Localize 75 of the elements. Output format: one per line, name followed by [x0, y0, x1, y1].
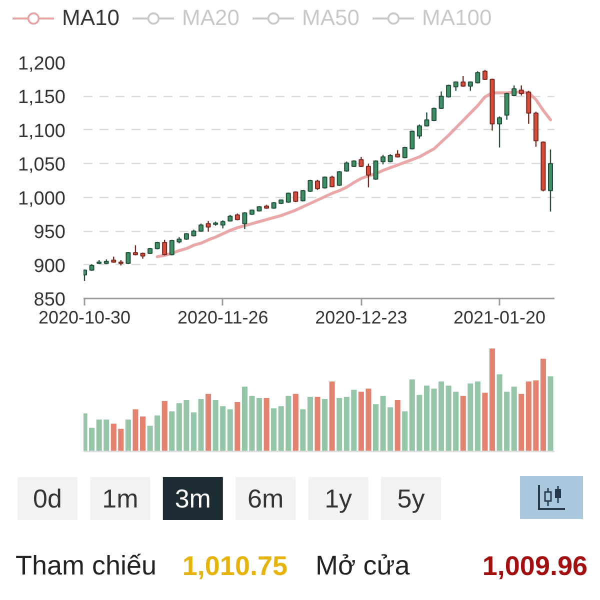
bar	[511, 386, 517, 452]
candlestick	[416, 124, 422, 140]
bar	[322, 398, 328, 452]
candlestick	[497, 116, 502, 148]
bar	[300, 409, 306, 452]
candlestick	[373, 160, 378, 180]
y-tick-label: 1,200	[18, 54, 66, 74]
candlestick	[410, 130, 415, 150]
bar	[329, 381, 335, 452]
y-tick-label: 1,150	[18, 87, 66, 108]
bar	[394, 400, 400, 452]
bar	[125, 420, 131, 452]
bar	[482, 392, 488, 452]
candlestick	[242, 212, 248, 230]
bar	[292, 394, 298, 452]
candlestick	[132, 244, 138, 256]
bar	[162, 401, 168, 452]
bar	[336, 398, 342, 452]
text: 0d	[33, 484, 62, 514]
candlestick	[432, 107, 437, 122]
candlestick	[206, 220, 211, 232]
y-tick-label: 850	[34, 290, 66, 310]
text: 6m	[248, 484, 284, 514]
y-tick-label: 900	[34, 256, 66, 277]
text: Tham chiếu	[16, 550, 157, 580]
bar	[256, 398, 262, 452]
candlestick	[380, 154, 386, 165]
candlestick	[438, 90, 444, 110]
y-tick-label: 1,100	[18, 120, 66, 142]
candlestick	[460, 75, 466, 88]
candlestick	[162, 239, 168, 256]
candlestick	[518, 84, 524, 96]
text: 1,010.75	[182, 551, 288, 581]
candlestick	[366, 163, 371, 188]
bar	[372, 404, 379, 452]
bar	[271, 408, 277, 452]
candlestick	[424, 112, 430, 128]
candlestick	[286, 192, 291, 204]
bar	[264, 398, 270, 452]
candlestick	[84, 268, 88, 282]
bar	[518, 394, 524, 452]
bar	[402, 411, 408, 452]
candlestick	[169, 239, 174, 256]
bar	[460, 396, 466, 452]
y-tick-label: 950	[34, 222, 66, 244]
candlestick	[315, 179, 320, 191]
candlestick	[526, 90, 532, 124]
x-tick-label: 2021-01-20	[453, 308, 546, 328]
bar	[548, 376, 554, 452]
x-tick-label: 2020-10-30	[38, 308, 131, 328]
bar	[314, 396, 320, 452]
candlestick	[504, 92, 510, 120]
text: 5y	[397, 484, 425, 514]
bar	[234, 402, 240, 452]
bar	[307, 396, 313, 452]
bar	[169, 411, 175, 452]
bar	[540, 358, 546, 452]
text: 1m	[102, 484, 138, 514]
y-tick-label: 1,000	[18, 188, 66, 210]
candlestick	[308, 179, 313, 193]
bar	[489, 348, 496, 452]
text: 3m	[174, 484, 211, 514]
text: Mở cửa	[316, 550, 411, 580]
bar	[227, 409, 233, 452]
text: 1y	[324, 484, 352, 514]
candlestick	[336, 170, 342, 186]
bar	[474, 381, 480, 452]
text: 1,009.96	[482, 551, 588, 581]
candlestick	[475, 70, 480, 84]
x-tick-label: 2020-11-26	[177, 308, 268, 328]
bar	[206, 394, 212, 452]
bar	[468, 384, 474, 452]
x-tick-label: 2020-12-23	[315, 308, 408, 328]
y-tick-label: 1,050	[18, 154, 66, 176]
legend-label: MA10	[62, 5, 120, 31]
